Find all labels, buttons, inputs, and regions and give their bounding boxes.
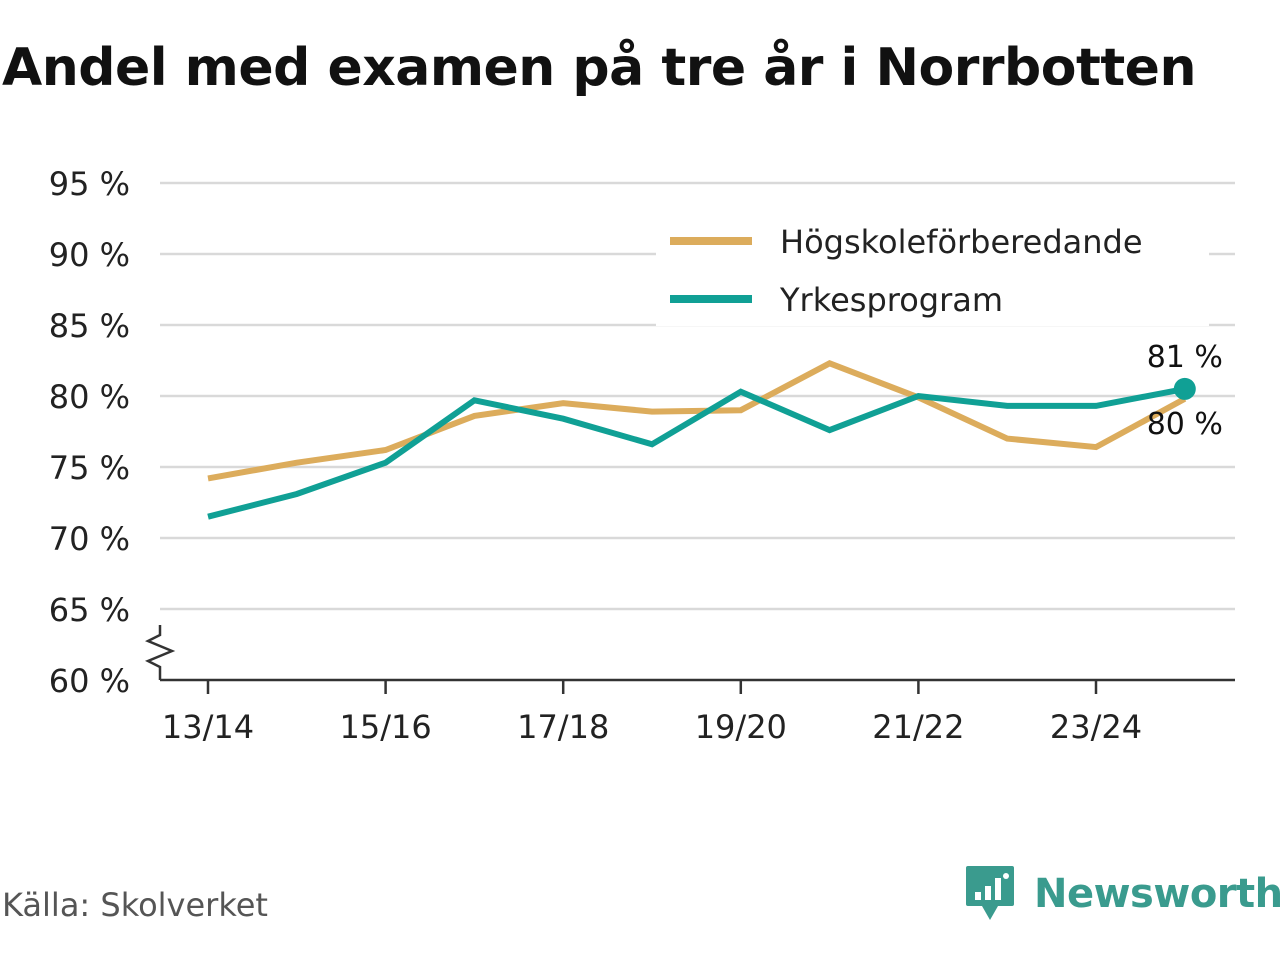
- chart-title: Andel med examen på tre år i Norrbotten: [2, 38, 1196, 98]
- newsworthy-logo[interactable]: Newsworthy: [964, 864, 1280, 924]
- source-note: Källa: Skolverket: [2, 886, 268, 924]
- x-tick-label: 13/14: [162, 708, 254, 746]
- y-tick-label: 90 %: [49, 236, 130, 274]
- series-line-hogskole: [207, 360, 1187, 482]
- line-chart: 60 % 65 % 70 % 75 % 80 % 85 % 90 % 95 % 13/14 15/…: [49, 165, 1235, 746]
- logo-text: Newsworthy: [1034, 871, 1280, 917]
- series-lines: [207, 360, 1196, 520]
- x-tick-label: 17/18: [517, 708, 609, 746]
- y-tick-label: 70 %: [49, 520, 130, 558]
- x-tick-label: 19/20: [695, 708, 787, 746]
- end-value-label: 81 %: [1147, 340, 1223, 375]
- legend-label: Yrkesprogram: [779, 281, 1003, 319]
- y-tick-label: 75 %: [49, 449, 130, 487]
- y-tick-label: 95 %: [49, 165, 130, 203]
- newsworthy-icon: [966, 866, 1014, 920]
- legend-label: Högskoleförberedande: [780, 223, 1143, 261]
- x-tick-label: 21/22: [872, 708, 964, 746]
- y-tick-label: 85 %: [49, 307, 130, 345]
- end-value-label: 80 %: [1147, 407, 1223, 442]
- y-tick-label: 80 %: [49, 378, 130, 416]
- x-tick-label: 15/16: [339, 708, 431, 746]
- axes: 60 % 65 % 70 % 75 % 80 % 85 % 90 % 95 % 13/14 15/…: [49, 165, 1235, 746]
- legend: Högskoleförberedande Yrkesprogram: [656, 212, 1209, 326]
- legend-box: [656, 212, 1209, 326]
- series-line-yrkes: [207, 385, 1186, 520]
- x-tick-label: 23/24: [1050, 708, 1142, 746]
- end-point-marker: [1173, 377, 1196, 400]
- y-axis-break: [144, 625, 176, 680]
- y-tick-label: 65 %: [49, 591, 130, 629]
- y-tick-label: 60 %: [49, 662, 130, 700]
- data-labels: 80 % 81 %: [1147, 340, 1223, 442]
